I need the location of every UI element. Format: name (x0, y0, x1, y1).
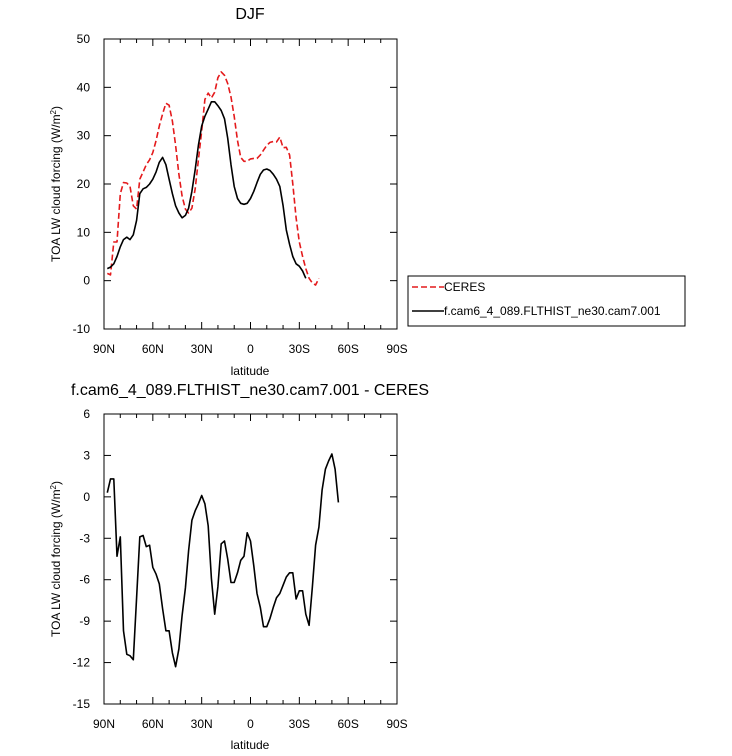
bottom-chart-ytick-label: 3 (83, 448, 90, 462)
legend-label-model: f.cam6_4_089.FLTHIST_ne30.cam7.001 (444, 304, 661, 318)
bottom-chart-ytick-label: -6 (79, 573, 90, 587)
top-chart-ytick-label: 20 (77, 177, 91, 191)
bottom-chart-title: f.cam6_4_089.FLTHIST_ne30.cam7.001 - CER… (71, 382, 429, 399)
top-chart-series-line-0 (106, 71, 320, 286)
bottom-chart-xlabel: latitude (231, 738, 270, 752)
bottom-chart-xtick-label: 30N (191, 717, 213, 731)
top-chart-ytick-label: 40 (77, 80, 91, 94)
bottom-chart-ytick-label: 6 (83, 407, 90, 421)
top-chart: DJF 90N 60N 30N 0 30S 60S 90S -10 0 10 20 30 40 50 la… (49, 6, 686, 378)
top-chart-xtick-label: 0 (247, 342, 254, 356)
bottom-chart-series-line-0 (106, 453, 340, 668)
bottom-chart-ylabel: TOA LW cloud forcing (W/m2) (49, 481, 64, 637)
bottom-chart-ytick-label: 0 (83, 490, 90, 504)
top-chart-ytick-label: 10 (77, 225, 91, 239)
bottom-chart-ytick-label: -15 (73, 697, 91, 711)
top-chart-xtick-label: 90N (93, 342, 115, 356)
top-chart-frame (103, 38, 398, 330)
bottom-chart-xtick-label: 30S (289, 717, 310, 731)
top-chart-title: DJF (235, 6, 265, 23)
top-chart-xtick-label: 60N (142, 342, 164, 356)
top-chart-ytick-label: 30 (77, 129, 91, 143)
top-chart-xtick-label: 30N (191, 342, 213, 356)
top-chart-xtick-label: 90S (386, 342, 407, 356)
bottom-chart-xtick-label: 90N (93, 717, 115, 731)
legend-label-ceres: CERES (444, 280, 485, 294)
bottom-chart-ytick-label: -12 (73, 656, 91, 670)
bottom-chart: f.cam6_4_089.FLTHIST_ne30.cam7.001 - CER… (49, 382, 430, 752)
top-chart-xtick-label: 30S (289, 342, 310, 356)
top-chart-xtick-label: 60S (337, 342, 358, 356)
top-chart-series-line-1 (106, 101, 307, 279)
top-chart-ytick-label: 0 (83, 274, 90, 288)
bottom-chart-xtick-label: 60N (142, 717, 164, 731)
legend-box (407, 275, 686, 327)
bottom-chart-xtick-label: 90S (386, 717, 407, 731)
top-chart-ytick-label: 50 (77, 32, 91, 46)
bottom-chart-ytick-label: -9 (79, 614, 90, 628)
top-chart-legend: CERES f.cam6_4_089.FLTHIST_ne30.cam7.001 (407, 275, 686, 327)
top-chart-xlabel: latitude (231, 364, 270, 378)
bottom-chart-xtick-label: 60S (337, 717, 358, 731)
top-chart-ytick-label: -10 (73, 322, 91, 336)
top-chart-ylabel: TOA LW cloud forcing (W/m2) (49, 106, 64, 262)
bottom-chart-ytick-label: -3 (79, 531, 90, 545)
bottom-chart-frame (103, 413, 398, 705)
bottom-chart-xtick-label: 0 (247, 717, 254, 731)
